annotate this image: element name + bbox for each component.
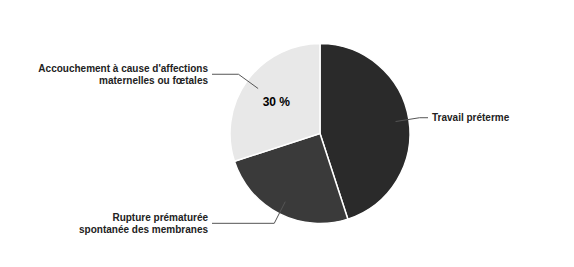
- slice-annotation: Rupture prématuréespontanée des membrane…: [79, 212, 208, 235]
- annotation-line: Rupture prématurée: [112, 212, 208, 223]
- slice-annotation: Accouchement à cause d'affectionsmaterne…: [38, 63, 208, 86]
- annotation-line: Accouchement à cause d'affections: [38, 63, 208, 74]
- pie-slice: [230, 44, 320, 162]
- chart-container: 30 % Travail préterme Rupture prématuréesp…: [0, 0, 574, 267]
- annotation-line: Travail préterme: [432, 112, 510, 123]
- pie-group: 30 % Travail préterme Rupture prématuréesp…: [38, 44, 509, 235]
- leader-line: [396, 118, 428, 122]
- annotation-line: spontanée des membranes: [79, 224, 208, 235]
- leader-line: [212, 202, 285, 224]
- data-label: 30 %: [263, 95, 291, 109]
- annotation-line: maternelles ou fœtales: [99, 75, 208, 86]
- slice-annotation: Travail préterme: [432, 112, 510, 123]
- leader-line: [212, 74, 258, 88]
- chart-svg: 30 % Travail préterme Rupture prématuréesp…: [0, 0, 574, 267]
